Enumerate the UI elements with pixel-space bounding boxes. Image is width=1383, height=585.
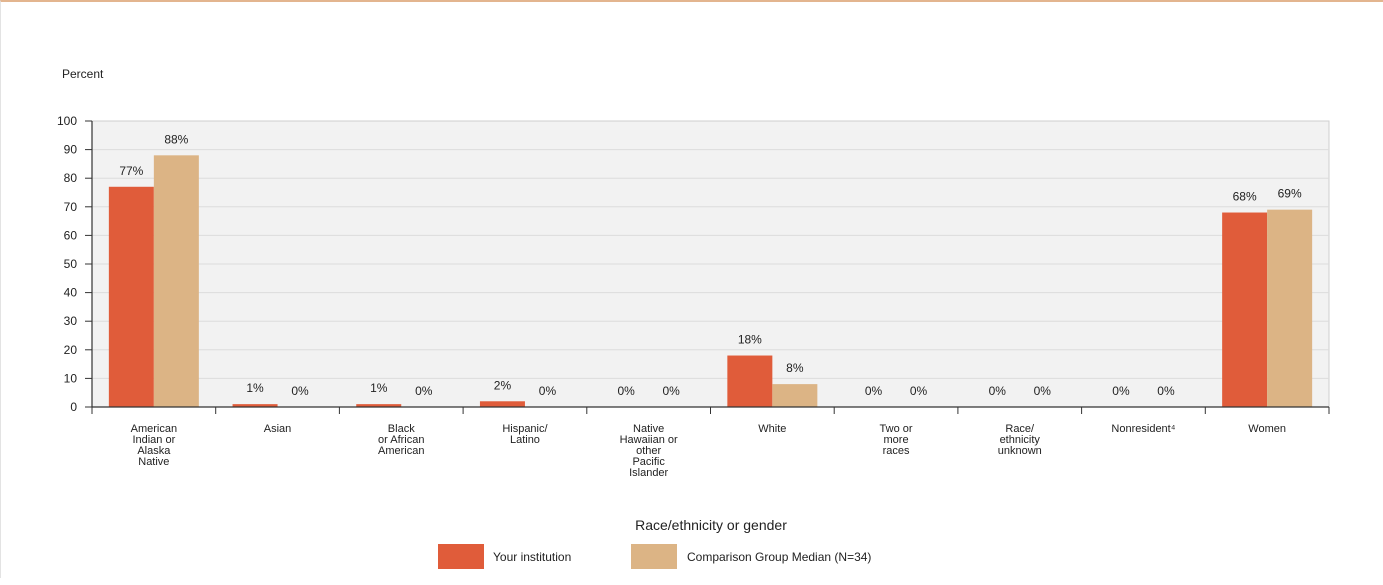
bar-value-label: 0% bbox=[1157, 384, 1175, 398]
bar-value-label: 0% bbox=[989, 384, 1007, 398]
bar-value-label: 0% bbox=[1112, 384, 1130, 398]
x-axis bbox=[91, 121, 1330, 414]
bar bbox=[232, 404, 278, 407]
bar-value-label: 0% bbox=[617, 384, 635, 398]
legend: Your institution Comparison Group Median … bbox=[438, 544, 871, 569]
y-tick-label: 10 bbox=[64, 371, 78, 385]
bar-value-label: 1% bbox=[370, 381, 388, 395]
y-tick-label: 20 bbox=[64, 343, 78, 357]
bars bbox=[108, 155, 1313, 407]
bar-value-label: 0% bbox=[539, 384, 557, 398]
bar bbox=[356, 404, 402, 407]
bar-value-label: 18% bbox=[738, 333, 762, 347]
x-axis-category-labels: American Indian or Alaska Native Asian Black o… bbox=[131, 423, 1286, 479]
bar bbox=[1222, 212, 1268, 407]
bar bbox=[772, 384, 818, 407]
x-category-label: American Indian or Alaska Native bbox=[131, 423, 177, 468]
bar-value-label: 0% bbox=[291, 384, 309, 398]
y-tick-label: 0 bbox=[70, 400, 77, 414]
y-axis-ticks: 0 10 20 30 40 50 60 70 80 90 100 bbox=[57, 114, 92, 414]
bar-value-label: 77% bbox=[119, 164, 143, 178]
bar-value-label: 69% bbox=[1278, 187, 1302, 201]
legend-swatch bbox=[438, 544, 484, 569]
y-tick-label: 70 bbox=[64, 200, 78, 214]
bar bbox=[108, 186, 154, 407]
bar bbox=[479, 401, 525, 407]
x-category-label: Hispanic/Latino bbox=[502, 423, 548, 446]
x-axis-title: Race/ethnicity or gender bbox=[635, 517, 787, 533]
bar-value-label: 8% bbox=[786, 361, 804, 375]
y-tick-label: 80 bbox=[64, 171, 78, 185]
bar-value-label: 0% bbox=[415, 384, 433, 398]
y-axis-title: Percent bbox=[62, 67, 104, 81]
legend-label: Your institution bbox=[493, 550, 571, 564]
y-tick-label: 50 bbox=[64, 257, 78, 271]
gridlines bbox=[92, 149, 1329, 379]
bar bbox=[153, 155, 199, 407]
bar bbox=[727, 355, 773, 407]
x-category-label: Asian bbox=[264, 423, 292, 435]
bar-labels: 77% 1% 1% 2% 0% 18% 0% 0% 0% 68% 88% 0% 0% 0% 0% 8% 0% 0%… bbox=[119, 132, 1302, 398]
y-tick-label: 30 bbox=[64, 314, 78, 328]
y-tick-label: 100 bbox=[57, 114, 77, 128]
legend-label: Comparison Group Median (N=34) bbox=[687, 550, 871, 564]
x-category-label: Two or more races bbox=[880, 423, 913, 457]
y-tick-label: 60 bbox=[64, 228, 78, 242]
bar-value-label: 0% bbox=[662, 384, 680, 398]
bar-value-label: 1% bbox=[246, 381, 264, 395]
x-category-label: Nonresident⁴ bbox=[1111, 423, 1175, 435]
legend-swatch bbox=[631, 544, 677, 569]
bar-value-label: 0% bbox=[865, 384, 883, 398]
x-category-label: Black or African American bbox=[378, 423, 424, 457]
x-category-label: Race/ethnicity unknown bbox=[998, 423, 1042, 457]
x-category-label: Women bbox=[1248, 423, 1286, 435]
bar-value-label: 0% bbox=[1034, 384, 1052, 398]
bar-value-label: 88% bbox=[164, 132, 188, 146]
bar-value-label: 2% bbox=[494, 378, 512, 392]
bar bbox=[1267, 209, 1313, 407]
y-tick-label: 40 bbox=[64, 286, 78, 300]
bar-value-label: 0% bbox=[910, 384, 928, 398]
y-tick-label: 90 bbox=[64, 143, 78, 157]
x-category-label: White bbox=[758, 423, 786, 435]
x-category-label: Native Hawaiian or other Pacific Islander bbox=[620, 423, 678, 479]
bar-value-label: 68% bbox=[1233, 190, 1257, 204]
